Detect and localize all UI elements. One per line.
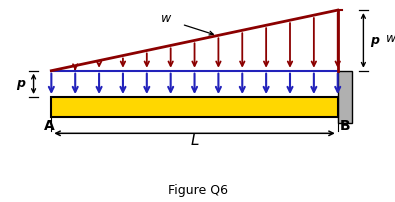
Text: p: p — [370, 34, 379, 47]
Bar — [51, 97, 338, 117]
Text: p: p — [17, 77, 25, 90]
Text: B: B — [339, 119, 350, 133]
Text: $w$: $w$ — [160, 12, 172, 25]
Text: $L$: $L$ — [190, 132, 199, 148]
Text: $w_0$: $w_0$ — [385, 34, 395, 47]
Bar — [338, 71, 352, 123]
Text: A: A — [44, 119, 55, 133]
Text: Figure Q6: Figure Q6 — [167, 184, 228, 197]
